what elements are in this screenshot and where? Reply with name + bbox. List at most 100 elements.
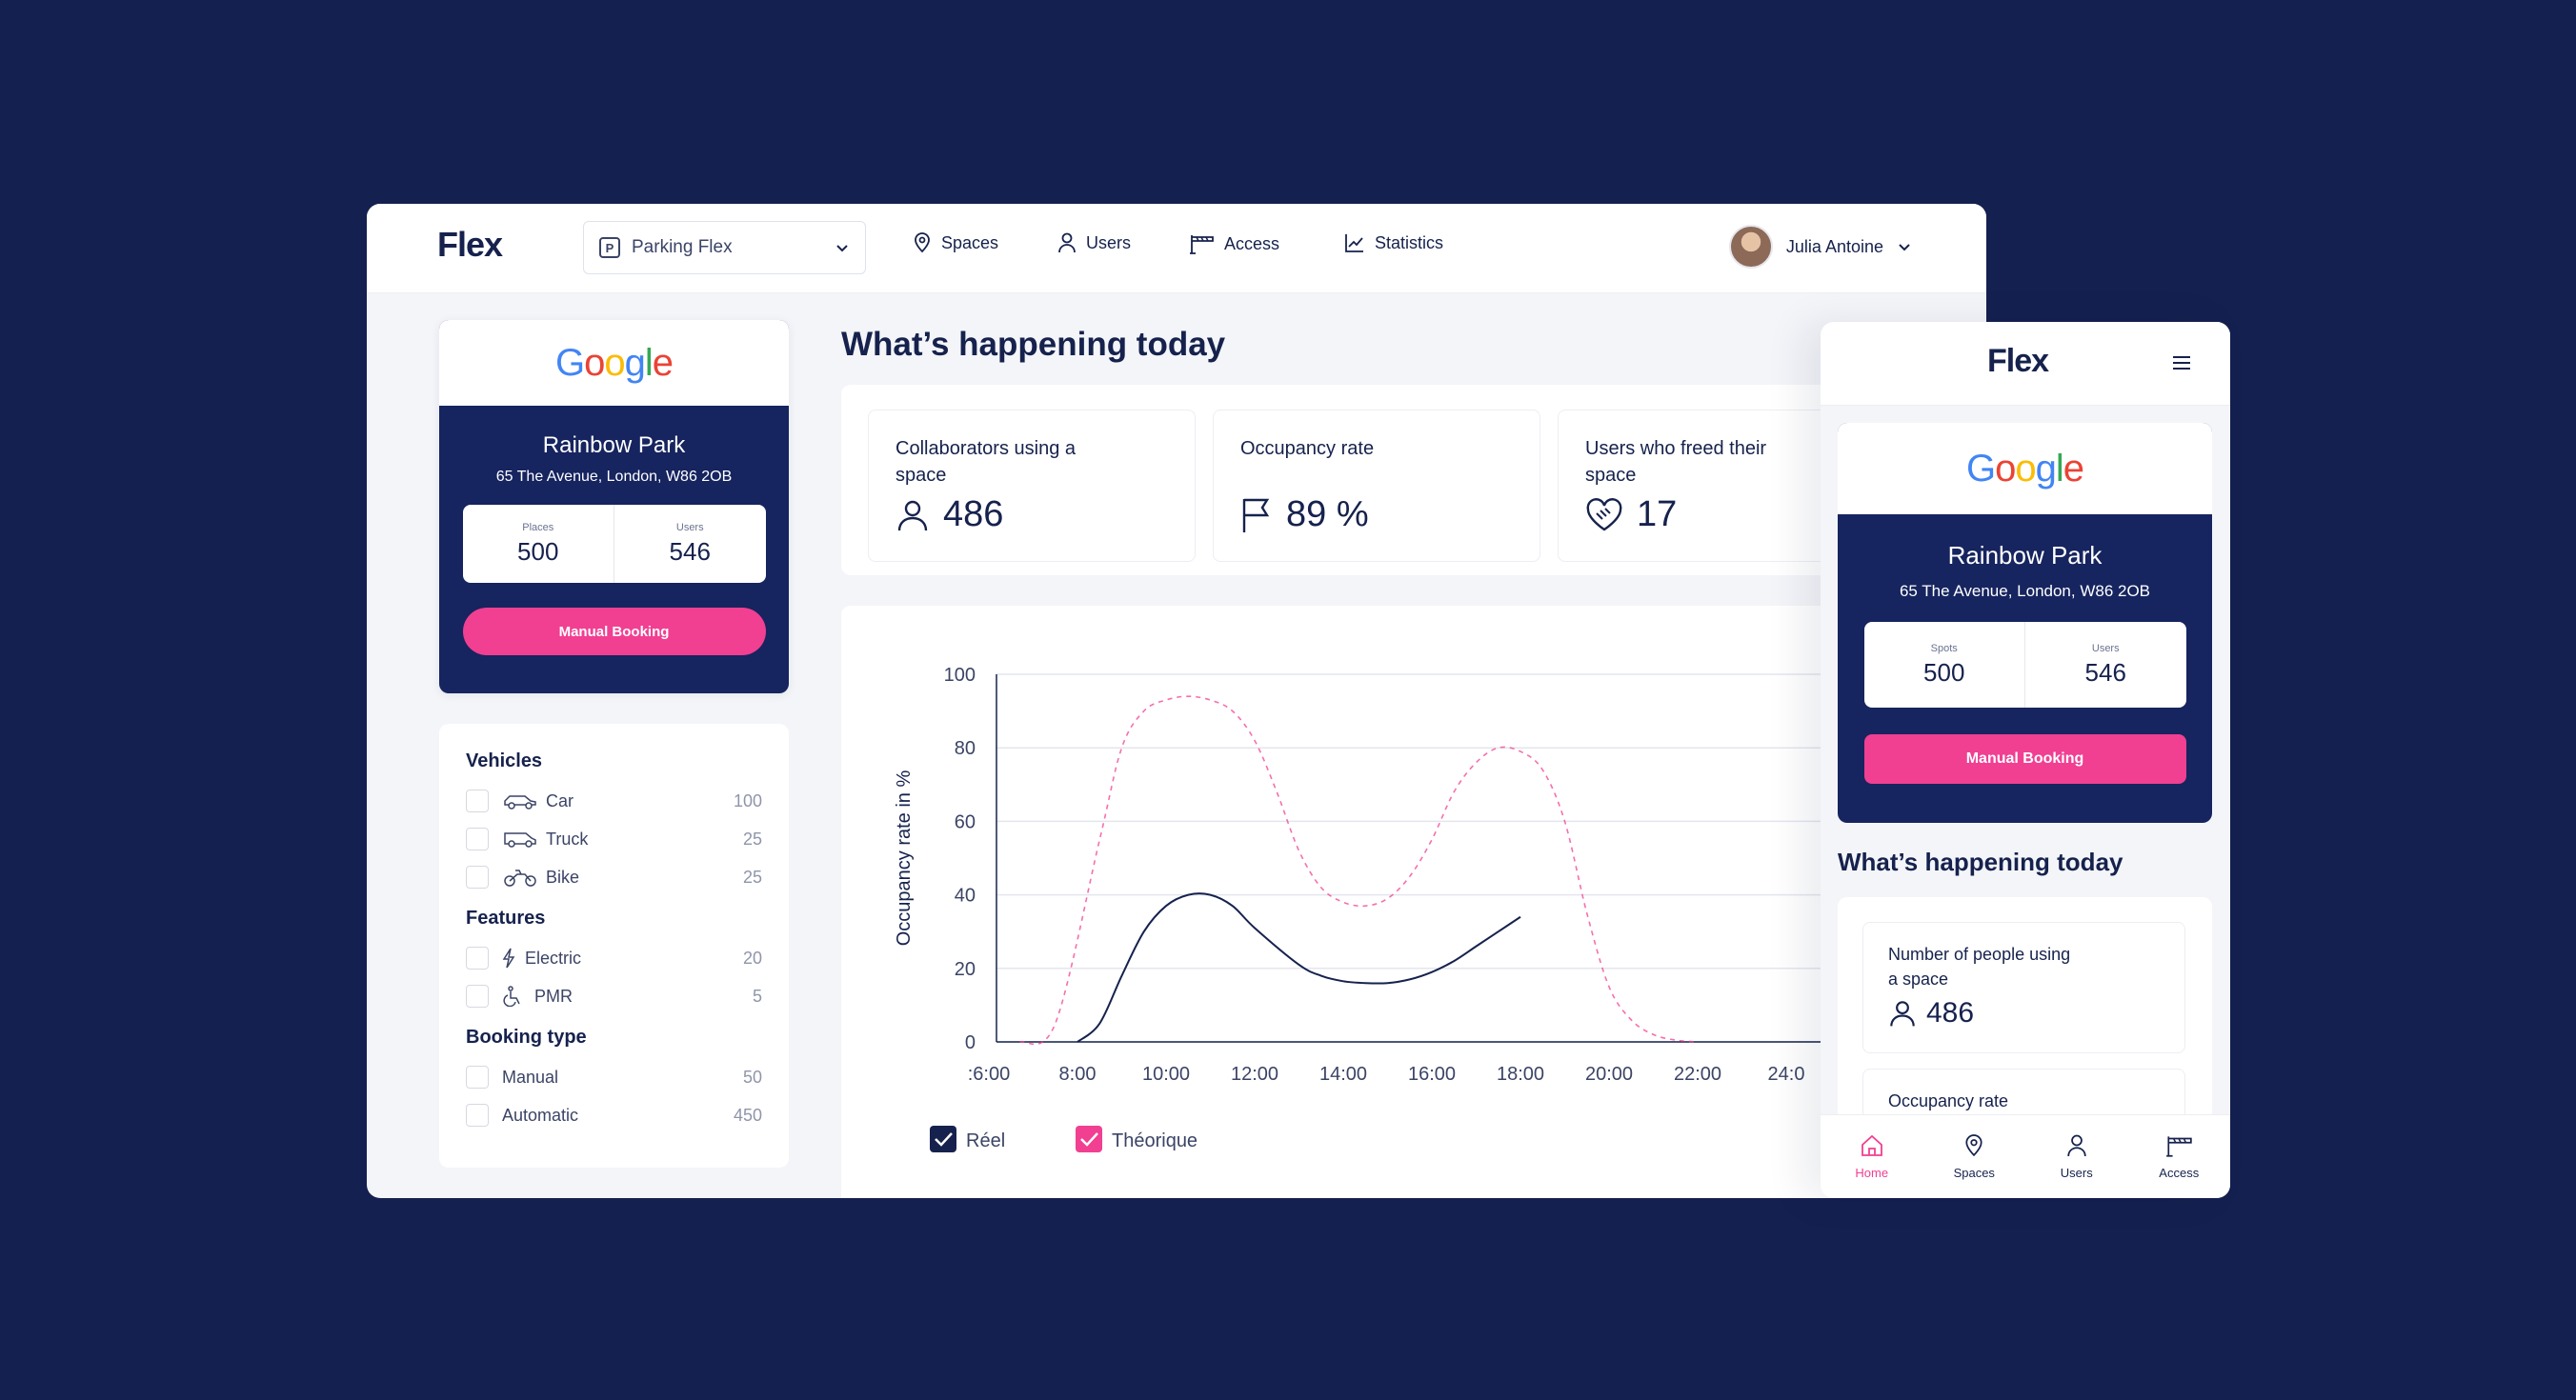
x-tick-label: :6:00 [968, 1064, 1010, 1085]
booking-type-title: Booking type [466, 1027, 587, 1048]
vehicles-title: Vehicles [466, 750, 543, 771]
filter-truck[interactable]: Truck 25 [466, 820, 762, 858]
filter-electric[interactable]: Electric 20 [466, 939, 762, 977]
kpi-collaborators: Collaborators using a space 486 [868, 410, 1196, 562]
top-navigation: Flex P Parking Flex Spaces Users Access … [367, 204, 1986, 293]
y-tick-label: 60 [955, 811, 976, 832]
series-line-theorique [1019, 695, 1699, 1046]
user-name: Julia Antoine [1785, 236, 1883, 256]
manual-booking-button[interactable]: Manual Booking [462, 608, 766, 655]
mobile-kpi-panel: Number of people using a space 486 Occup… [1838, 897, 2212, 1145]
checkbox[interactable] [466, 1104, 489, 1127]
parking-icon: P [599, 237, 620, 258]
nav-users[interactable]: Users [1057, 232, 1131, 253]
checkbox[interactable] [466, 1066, 489, 1089]
flex-logo[interactable]: Flex [1987, 343, 2049, 379]
user-icon [1058, 232, 1076, 253]
check-icon [1080, 1132, 1098, 1147]
kpi-panel: Collaborators using a space 486 Occupanc… [841, 385, 1986, 575]
manual-booking-button[interactable]: Manual Booking [1863, 734, 2186, 784]
van-icon [504, 832, 536, 848]
chart-line-icon [1345, 234, 1363, 252]
flex-logo[interactable]: Flex [437, 225, 503, 264]
legend-checkbox[interactable] [1076, 1126, 1102, 1152]
checkbox[interactable] [466, 985, 489, 1008]
places-label: Places [522, 521, 554, 533]
menu-icon[interactable] [2173, 356, 2190, 373]
features-title: Features [466, 908, 546, 929]
tab-access[interactable]: Access [2141, 1133, 2217, 1180]
y-axis-label: Occupancy rate in % [894, 770, 915, 947]
y-tick-label: 20 [955, 959, 976, 980]
desktop-dashboard: Flex P Parking Flex Spaces Users Access … [367, 204, 1986, 1198]
filters-panel: Vehicles Car 100 Truck 25 Bike 25 Featur… [439, 724, 789, 1168]
lightning-icon [502, 948, 515, 969]
wheelchair-icon [503, 986, 520, 1007]
avatar [1728, 225, 1773, 269]
checkbox[interactable] [466, 947, 489, 970]
capacity-stats: Places 500 Users 546 [462, 505, 766, 583]
users-value: 546 [2084, 657, 2126, 687]
tab-users[interactable]: Users [2039, 1133, 2115, 1180]
home-icon [1861, 1134, 1882, 1156]
legend-label: Théorique [1112, 1130, 1197, 1151]
car-icon [504, 795, 536, 810]
users-label: Users [675, 521, 704, 533]
legend-item[interactable]: Théorique [1076, 1126, 1197, 1152]
heart-handshake-icon [1586, 497, 1622, 530]
occupancy-chart: 100 80 60 40 20 0:6:00 8:00 10:00 12:00 14:00 16:0… [894, 665, 1878, 1152]
y-tick-label: 80 [955, 738, 976, 759]
x-tick-label: 14:00 [1319, 1064, 1367, 1085]
chevron-down-icon [1899, 244, 1910, 251]
user-icon [897, 500, 928, 530]
y-tick-label: 0 [965, 1032, 976, 1053]
capacity-stats: Spots 500 Users 546 [1863, 622, 2186, 708]
nav-access[interactable]: Access [1188, 232, 1279, 255]
motorbike-icon [504, 870, 536, 887]
location-pin-icon [1965, 1134, 1982, 1157]
filter-manual[interactable]: Manual 50 [466, 1058, 762, 1096]
series-line-reel [1077, 892, 1521, 1043]
site-select[interactable]: P Parking Flex [583, 221, 866, 274]
nav-spaces[interactable]: Spaces [913, 232, 998, 253]
places-value: 500 [517, 536, 559, 566]
checkbox[interactable] [466, 790, 489, 812]
filter-automatic[interactable]: Automatic 450 [466, 1096, 762, 1134]
y-tick-label: 40 [955, 886, 976, 907]
mobile-tab-bar: Home Spaces Users Access [1821, 1114, 2230, 1198]
x-tick-label: 20:00 [1585, 1064, 1633, 1085]
page-title: What’s happening today [841, 326, 1226, 363]
filter-car[interactable]: Car 100 [466, 782, 762, 820]
x-tick-label: 8:00 [1059, 1064, 1097, 1085]
legend-checkbox[interactable] [930, 1126, 956, 1152]
x-tick-label: 10:00 [1142, 1064, 1190, 1085]
filter-bike[interactable]: Bike 25 [466, 858, 762, 896]
checkbox[interactable] [466, 828, 489, 850]
mobile-header: Flex [1821, 322, 2230, 406]
tab-home[interactable]: Home [1834, 1133, 1910, 1180]
kpi-people: Number of people using a space 486 [1862, 922, 2185, 1053]
nav-statistics[interactable]: Statistics [1344, 232, 1443, 253]
parking-address: 65 The Avenue, London, W86 2OB [495, 469, 733, 485]
spots-value: 500 [1923, 657, 1965, 687]
kpi-occupancy: Occupancy rate 89 % [1213, 410, 1540, 562]
user-menu[interactable]: Julia Antoine [1728, 225, 1912, 269]
chevron-down-icon [836, 245, 848, 252]
parking-name: Rainbow Park [542, 432, 686, 458]
users-value: 546 [669, 536, 711, 566]
barrier-icon [1190, 235, 1214, 254]
x-tick-label: 24:0 [1768, 1064, 1805, 1085]
legend-label: Réel [966, 1130, 1005, 1151]
filter-pmr[interactable]: PMR 5 [466, 977, 762, 1015]
parking-address: 65 The Avenue, London, W86 2OB [1899, 582, 2151, 600]
mobile-page-title: What’s happening today [1838, 848, 2123, 876]
barrier-icon [2166, 1136, 2192, 1157]
checkbox[interactable] [466, 866, 489, 889]
x-tick-label: 12:00 [1231, 1064, 1278, 1085]
x-tick-label: 16:00 [1408, 1064, 1456, 1085]
tab-spaces[interactable]: Spaces [1936, 1133, 2012, 1180]
legend-item[interactable]: Réel [930, 1126, 1005, 1152]
